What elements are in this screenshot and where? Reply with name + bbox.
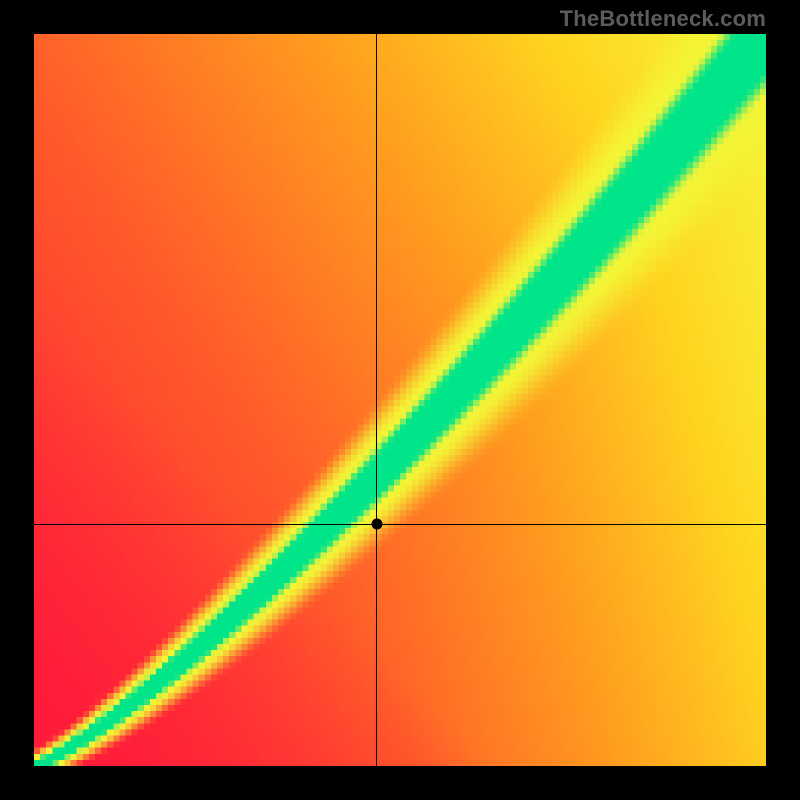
crosshair-marker xyxy=(371,519,382,530)
watermark-text: TheBottleneck.com xyxy=(560,6,766,32)
plot-area xyxy=(34,34,766,766)
crosshair-horizontal xyxy=(34,524,766,526)
crosshair-vertical xyxy=(376,34,378,766)
heatmap-canvas xyxy=(34,34,766,766)
